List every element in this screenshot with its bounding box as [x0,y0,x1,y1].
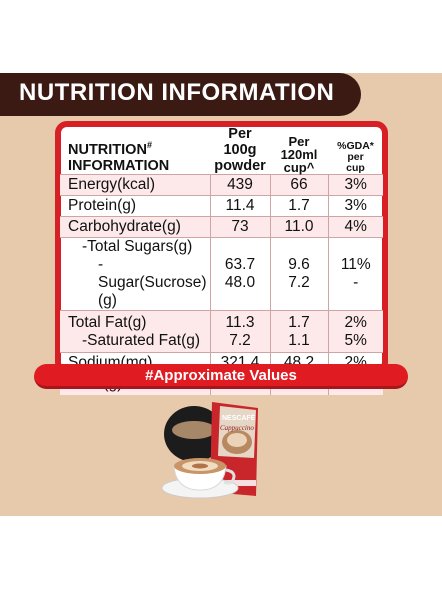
nutrition-table: NUTRITION# INFORMATION Per 100g powder P… [60,126,383,395]
approximate-values-banner: #Approximate Values [34,364,408,389]
value-per-120ml: 9.6 7.2 [269,237,328,311]
value-per-100g: 63.7 48.0 [209,237,270,311]
value-per-100g: 73 [209,216,270,238]
value-per-120ml: 66 [269,174,328,196]
header-gda: %GDA* per cup [337,140,374,174]
row-label: Carbohydrate(g) [60,216,210,238]
header-per-120ml: Per 120ml cup^ [280,134,318,175]
coffee-cup [161,458,239,499]
value-per-120ml: 11.0 [269,216,328,238]
value-gda: 3% [327,174,383,196]
value-gda: 2% 5% [327,310,383,353]
cappuccino-product-image: NESCAFÉ Cappuccino [161,402,258,499]
value-per-120ml: 1.7 1.1 [269,310,328,353]
value-per-100g: 439 [209,174,270,196]
row-label: Protein(g) [60,195,210,217]
value-per-120ml: 1.7 [269,195,328,217]
title-banner: NUTRITION INFORMATION [0,73,361,116]
table-row: Carbohydrate(g) 73 11.0 4% [60,216,383,238]
header-nutrient: NUTRITION# INFORMATION [68,140,170,174]
value-per-100g: 11.3 7.2 [209,310,270,353]
value-per-100g: 11.4 [209,195,270,217]
brand-text: NESCAFÉ [222,413,256,422]
value-gda: 11% - [327,237,383,311]
page-title: NUTRITION INFORMATION [19,79,335,106]
row-label: Energy(kcal) [60,174,210,196]
row-label: Total Fat(g) -Saturated Fat(g) [60,310,210,353]
product-name-text: Cappuccino [220,424,254,432]
value-gda: 4% [327,216,383,238]
footnote-text: #Approximate Values [145,367,297,384]
table-header-row: NUTRITION# INFORMATION Per 100g powder P… [60,126,383,175]
row-label: -Total Sugars(g) -Sugar(Sucrose)(g) [60,237,210,311]
value-gda: 3% [327,195,383,217]
table-row: Protein(g) 11.4 1.7 3% [60,195,383,217]
table-row: Total Fat(g) -Saturated Fat(g) 11.3 7.2 1… [60,310,383,353]
header-per-100g: Per 100g powder [214,126,266,174]
table-row: Energy(kcal) 439 66 3% [60,174,383,196]
table-row: -Total Sugars(g) -Sugar(Sucrose)(g) 63.7… [60,237,383,311]
